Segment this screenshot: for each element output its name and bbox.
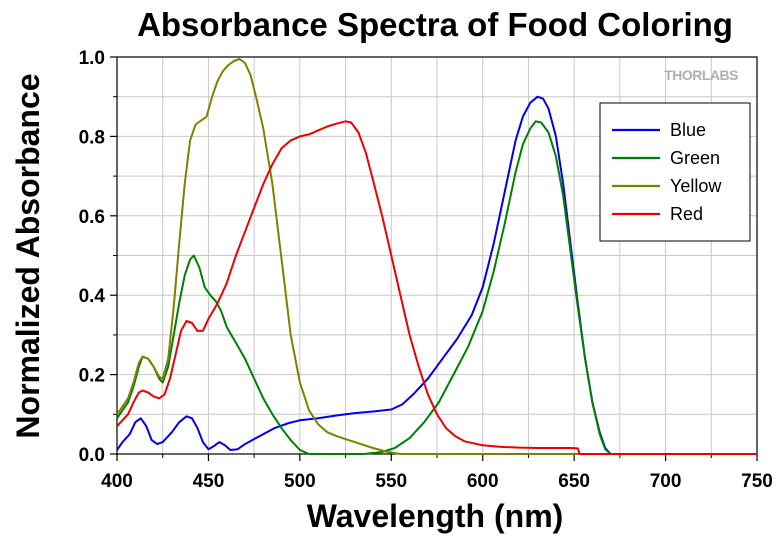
legend: Blue Green Yellow Red [599, 102, 751, 242]
x-tick-label: 750 [741, 471, 773, 492]
y-axis-label: Normalized Absorbance [10, 73, 46, 438]
y-tick-label: 0.0 [79, 445, 105, 466]
x-tick-label: 400 [101, 471, 133, 492]
series-line-red [116, 120, 757, 455]
legend-label-green: Green [670, 148, 720, 168]
series-lines [116, 58, 757, 455]
y-tick-label: 0.2 [79, 366, 105, 387]
chart-title: Absorbance Spectra of Food Coloring [137, 6, 733, 43]
x-tick-label: 650 [558, 471, 590, 492]
series-line-yellow [116, 58, 757, 455]
thorlabs-logo: THORLABS [664, 67, 738, 83]
legend-label-yellow: Yellow [670, 176, 722, 196]
x-tick-label: 450 [193, 471, 225, 492]
x-tick-label: 700 [650, 471, 682, 492]
series-line-green [116, 120, 757, 455]
x-tick-label: 600 [467, 471, 499, 492]
legend-label-blue: Blue [670, 120, 706, 140]
y-tick-label: 1.0 [79, 48, 105, 69]
legend-label-red: Red [670, 204, 703, 224]
y-tick-labels: 0.0 0.2 0.4 0.6 0.8 1.0 [79, 48, 106, 466]
legend-box [599, 102, 751, 242]
x-tick-labels: 400 450 500 550 600 650 700 750 [101, 471, 773, 492]
x-tick-label: 550 [375, 471, 407, 492]
axis-ticks [110, 56, 758, 461]
y-tick-label: 0.4 [79, 286, 106, 307]
x-axis-label: Wavelength (nm) [307, 498, 564, 534]
series-line-blue [116, 95, 757, 455]
x-tick-label: 500 [284, 471, 316, 492]
y-tick-label: 0.6 [79, 207, 105, 228]
y-tick-label: 0.8 [79, 127, 105, 148]
